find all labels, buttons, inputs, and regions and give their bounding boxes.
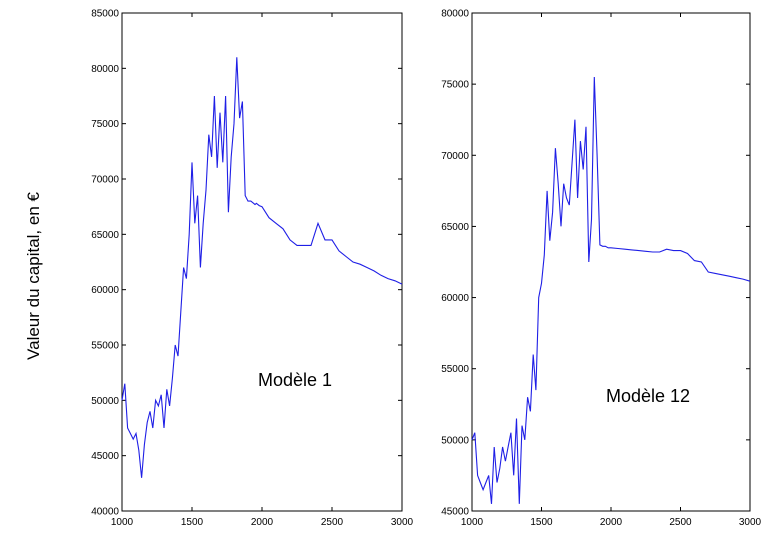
- capital-line-modele-1: [121, 57, 403, 478]
- y-tick-label: 75000: [441, 80, 469, 91]
- chart-panel-modele-1: 40000 45000 50000 55000 60000 65000 70000 75000…: [91, 9, 413, 529]
- chart-panel-modele-12: 45000 50000 55000 60000 65000 70000 75000 80000…: [441, 9, 761, 529]
- y-tick-label: 70000: [91, 175, 119, 186]
- y-tick-label: 75000: [91, 119, 119, 130]
- y-tick-label: 80000: [441, 9, 469, 20]
- x-tick-label: 3000: [739, 517, 762, 528]
- y-tick-label: 50000: [91, 396, 119, 407]
- y-tick-label: 45000: [91, 451, 119, 462]
- x-tick-label: 1000: [461, 517, 484, 528]
- plot-area-1: [121, 12, 403, 512]
- annotation-modele-12: Modèle 12: [606, 386, 690, 406]
- x-axis-ticks-1: 1000 1500 2000 2500 3000: [111, 13, 414, 528]
- x-tick-label: 1000: [111, 517, 134, 528]
- x-tick-label: 2000: [600, 517, 623, 528]
- y-tick-label: 50000: [441, 435, 469, 446]
- y-tick-label: 45000: [441, 507, 469, 518]
- x-tick-label: 2500: [669, 517, 692, 528]
- y-tick-label: 40000: [91, 507, 119, 518]
- y-axis-ticks-1: 40000 45000 50000 55000 60000 65000 70000 75000…: [91, 9, 402, 518]
- y-tick-label: 55000: [441, 364, 469, 375]
- x-tick-label: 1500: [530, 517, 553, 528]
- x-axis-ticks-12: 1000 1500 2000 2500 3000: [461, 13, 762, 528]
- y-axis-label: Valeur du capital, en €: [24, 192, 43, 360]
- capital-line-modele-12: [471, 76, 751, 504]
- x-tick-label: 2000: [251, 517, 274, 528]
- x-tick-label: 2500: [321, 517, 344, 528]
- y-tick-label: 55000: [91, 341, 119, 352]
- x-tick-label: 3000: [391, 517, 414, 528]
- y-tick-label: 85000: [91, 9, 119, 20]
- y-tick-label: 70000: [441, 151, 469, 162]
- y-tick-label: 60000: [441, 293, 469, 304]
- y-tick-label: 65000: [91, 230, 119, 241]
- annotation-modele-1: Modèle 1: [258, 370, 332, 390]
- y-axis-ticks-12: 45000 50000 55000 60000 65000 70000 75000 80000: [441, 9, 750, 518]
- y-tick-label: 60000: [91, 285, 119, 296]
- y-tick-label: 65000: [441, 222, 469, 233]
- y-tick-label: 80000: [91, 64, 119, 75]
- x-tick-label: 1500: [181, 517, 204, 528]
- plot-area-12: [471, 12, 751, 512]
